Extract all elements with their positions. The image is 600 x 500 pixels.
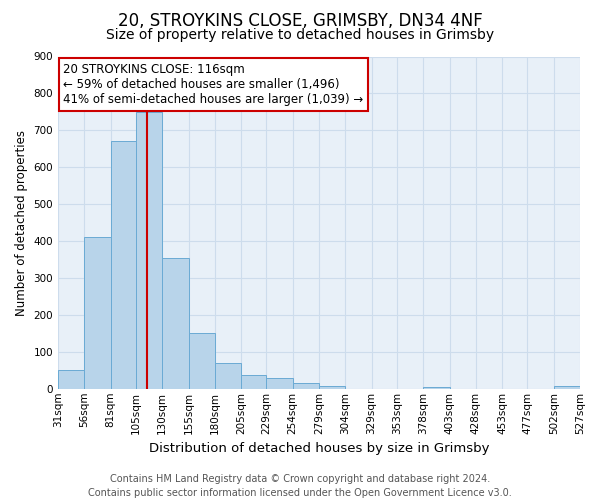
X-axis label: Distribution of detached houses by size in Grimsby: Distribution of detached houses by size …	[149, 442, 489, 455]
Bar	[136, 112, 162, 389]
Bar	[241, 374, 266, 389]
Text: 20 STROYKINS CLOSE: 116sqm
← 59% of detached houses are smaller (1,496)
41% of s: 20 STROYKINS CLOSE: 116sqm ← 59% of deta…	[63, 63, 364, 106]
Bar	[58, 370, 85, 389]
Text: Contains HM Land Registry data © Crown copyright and database right 2024.
Contai: Contains HM Land Registry data © Crown c…	[88, 474, 512, 498]
Bar	[110, 142, 136, 389]
Bar	[162, 258, 188, 389]
Bar	[293, 383, 319, 389]
Text: 20, STROYKINS CLOSE, GRIMSBY, DN34 4NF: 20, STROYKINS CLOSE, GRIMSBY, DN34 4NF	[118, 12, 482, 30]
Bar	[266, 378, 293, 389]
Bar	[85, 238, 110, 389]
Bar	[319, 386, 346, 389]
Bar	[188, 334, 215, 389]
Bar	[215, 363, 241, 389]
Y-axis label: Number of detached properties: Number of detached properties	[15, 130, 28, 316]
Text: Size of property relative to detached houses in Grimsby: Size of property relative to detached ho…	[106, 28, 494, 42]
Bar	[554, 386, 580, 389]
Bar	[423, 387, 449, 389]
